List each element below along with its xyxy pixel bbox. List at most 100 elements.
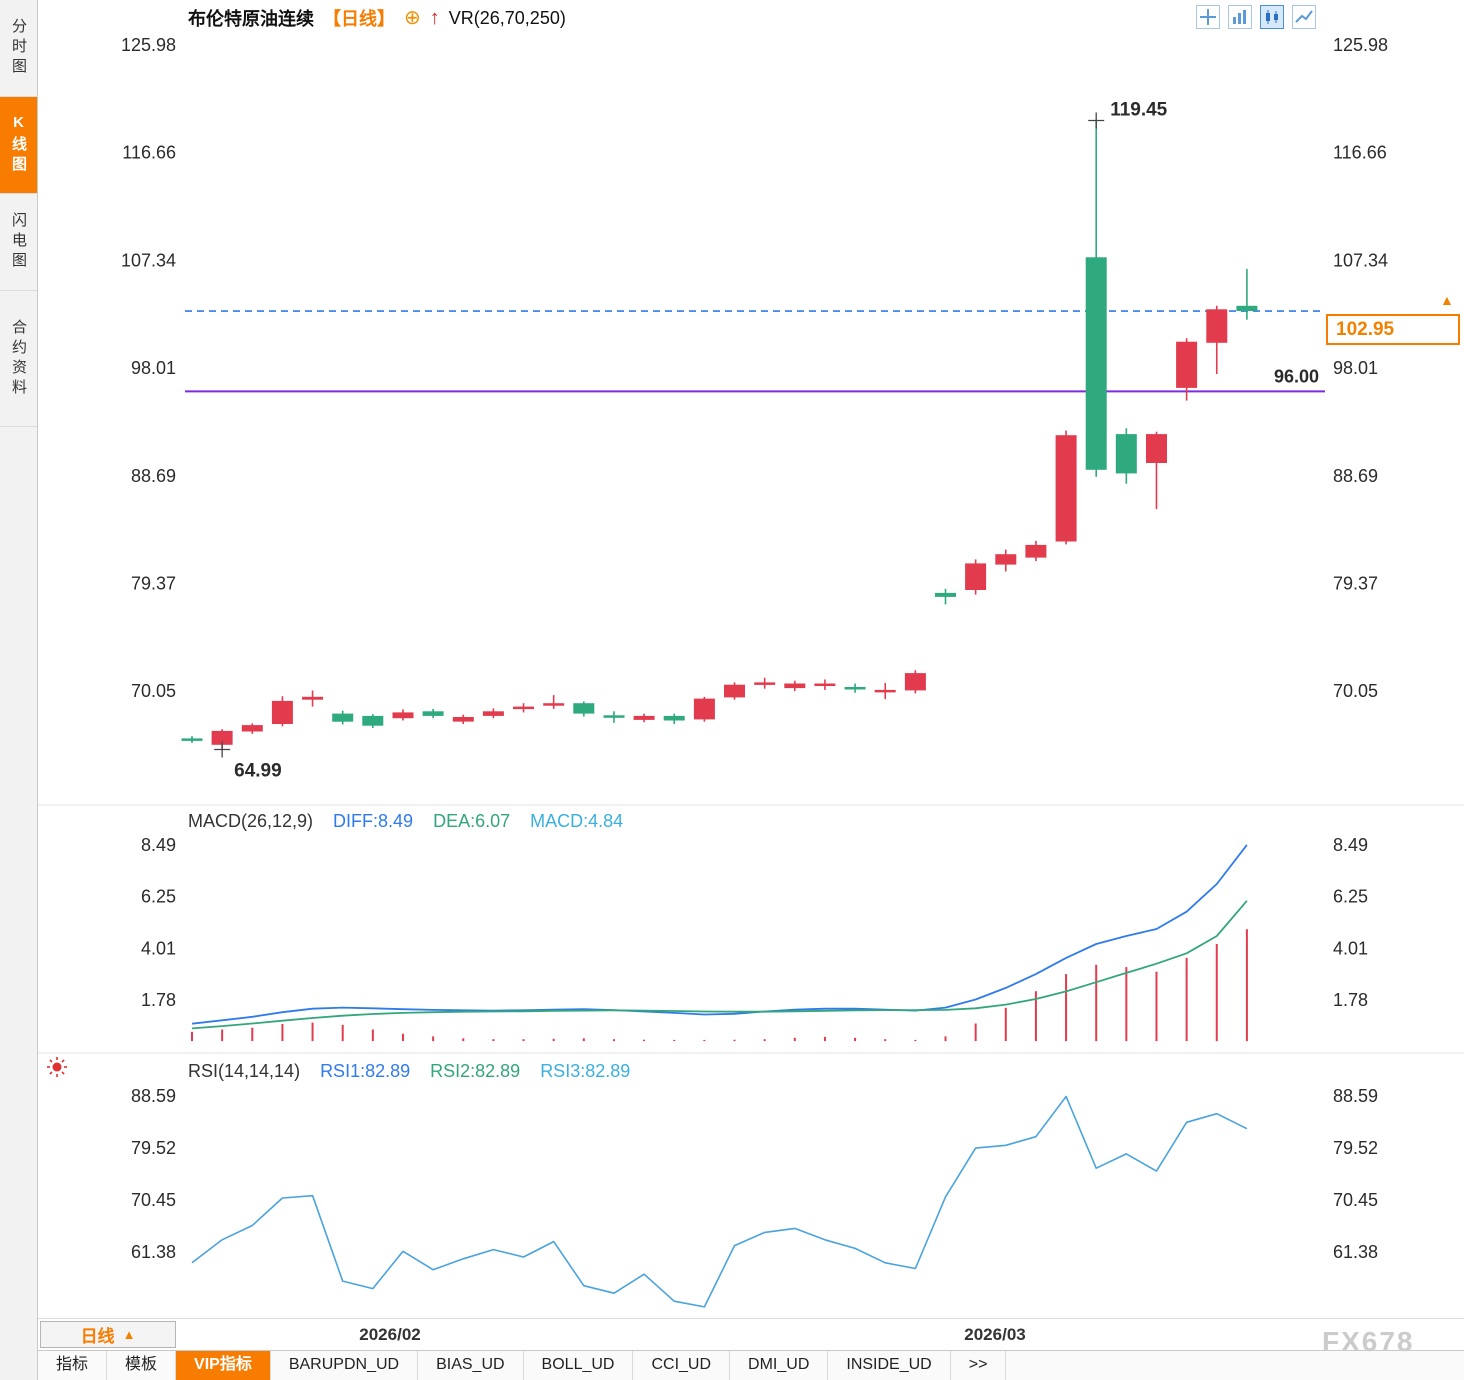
candle-body [663,715,685,721]
macd-macd-value: MACD:4.84 [530,811,624,831]
x-axis-label-feb: 2026/02 [359,1325,421,1344]
period-tag[interactable]: 【日线】 [323,9,395,29]
bar-chart-icon[interactable] [1228,5,1252,29]
period-selector-label: 日线 [80,1327,115,1346]
svg-text:1.78: 1.78 [1333,990,1368,1010]
tab-indicators[interactable]: 指标 [38,1351,108,1380]
candle-body [1206,309,1228,343]
candle-body [271,700,293,724]
candle-body [844,687,866,690]
tab-dmi-ud[interactable]: DMI_UD [730,1351,829,1380]
macd-title: MACD(26,12,9) [188,811,314,831]
svg-text:98.01: 98.01 [1333,358,1378,378]
left-rail: 分时图 K线图 闪电图 合约资料 [0,0,38,1380]
candle-body [302,696,324,700]
tab-inside-ud[interactable]: INSIDE_UD [828,1351,951,1380]
sidebar-tab-kline[interactable]: K线图 [0,97,37,194]
candle-body [754,682,776,685]
macd-header: MACD(26,12,9) DIFF:8.49 DEA:6.07 MACD:4.… [188,811,623,832]
tab-templates[interactable]: 模板 [107,1351,177,1380]
tab-cci-ud[interactable]: CCI_UD [633,1351,731,1380]
x-axis-row: 日线 ▲ 2026/02 2026/03 [38,1318,1464,1350]
candle-body [965,563,987,590]
candle-body [181,738,203,741]
macd-dea-line [191,900,1248,1030]
candle-body [543,703,565,706]
macd-diff-line [191,844,1248,1025]
high-price-label: 119.45 [1110,99,1167,120]
tab-vip-indicators[interactable]: VIP指标 [176,1351,271,1380]
svg-text:6.25: 6.25 [1333,887,1368,907]
rsi-header: RSI(14,14,14) RSI1:82.89 RSI2:82.89 RSI3… [188,1061,630,1082]
candle-body [211,730,233,745]
rsi-line [191,1095,1248,1308]
svg-text:70.45: 70.45 [1333,1190,1378,1210]
candle-body [724,684,745,698]
candle-body [362,715,384,726]
rsi3-value: RSI3:82.89 [540,1061,631,1081]
svg-text:88.69: 88.69 [1333,466,1378,486]
svg-text:116.66: 116.66 [122,143,176,163]
last-price-arrow-icon: ▲ [1440,292,1454,308]
macd-dea-value: DEA:6.07 [433,811,511,831]
candle-body [904,673,926,691]
svg-text:116.66: 116.66 [1333,143,1387,163]
svg-text:125.98: 125.98 [121,35,176,55]
tab-barupdn-ud[interactable]: BARUPDN_UD [271,1351,419,1380]
vr-indicator-label: VR(26,70,250) [448,7,566,28]
rsi2-value: RSI2:82.89 [430,1061,521,1081]
candle-body [1115,434,1137,474]
macd-diff-value: DIFF:8.49 [333,811,414,831]
candlestick-chart-icon[interactable] [1260,5,1284,29]
sidebar-tab-timeshare[interactable]: 分时图 [0,0,37,97]
svg-text:70.05: 70.05 [1333,681,1378,701]
candle-body [1236,305,1258,311]
candle-body [422,711,444,716]
candle-body [633,715,655,720]
tab-bias-ud[interactable]: BIAS_UD [418,1351,524,1380]
candle-body [1085,257,1107,470]
svg-text:125.98: 125.98 [1333,35,1388,55]
svg-text:1.78: 1.78 [141,990,176,1010]
svg-text:4.01: 4.01 [141,938,176,958]
candle-body [693,698,715,720]
support-line-label: 96.00 [1274,366,1319,386]
tab-boll-ud[interactable]: BOLL_UD [524,1351,634,1380]
instrument-title: 布伦特原油连续 [188,9,314,29]
indicator-settings-icon[interactable] [46,1056,68,1083]
rsi-title: RSI(14,14,14) [188,1061,301,1081]
sidebar-tab-lightning[interactable]: 闪电图 [0,194,37,291]
svg-text:8.49: 8.49 [141,835,176,855]
svg-text:70.05: 70.05 [131,681,176,701]
svg-text:79.37: 79.37 [131,573,176,593]
line-chart-icon[interactable] [1292,5,1316,29]
candle-body [392,712,414,719]
period-selector-arrow-icon: ▲ [122,1327,136,1342]
x-axis-label-mar: 2026/03 [964,1325,1026,1344]
candle-body [935,592,956,597]
tab-more[interactable]: >> [951,1351,1007,1380]
last-price-box: 102.95 [1326,314,1460,345]
candle-body [995,554,1017,565]
candles-group [181,120,1258,750]
svg-text:98.01: 98.01 [131,358,176,378]
sidebar-tab-contract-info[interactable]: 合约资料 [0,291,37,427]
svg-text:6.25: 6.25 [141,887,176,907]
y-axis-labels: 125.98 125.98 116.66 116.66 107.34 107.34 98.0… [121,35,1388,701]
candle-body [1055,435,1077,542]
candle-body [573,703,595,714]
svg-text:4.01: 4.01 [1333,938,1368,958]
y-axis-labels: 8.49 8.49 6.25 6.25 4.01 4.01 1.78 1.78 [141,835,1368,1010]
watermark: FX678 [1322,1326,1415,1357]
up-arrow-icon: ↑ [429,7,440,29]
candle-body [784,683,806,689]
rsi1-value: RSI1:82.89 [320,1061,411,1081]
pane-split-icon[interactable] [1196,5,1220,29]
svg-text:61.38: 61.38 [131,1242,176,1262]
add-indicator-icon[interactable]: ⊕ [404,7,421,29]
candle-body [1025,544,1047,558]
chart-header: 布伦特原油连续 【日线】 ⊕ ↑ VR(26,70,250) [188,5,566,31]
y-axis-labels: 88.59 88.59 79.52 79.52 70.45 70.45 61.38 61.38 [131,1086,1378,1262]
period-selector-button[interactable]: 日线 ▲ [40,1321,176,1348]
